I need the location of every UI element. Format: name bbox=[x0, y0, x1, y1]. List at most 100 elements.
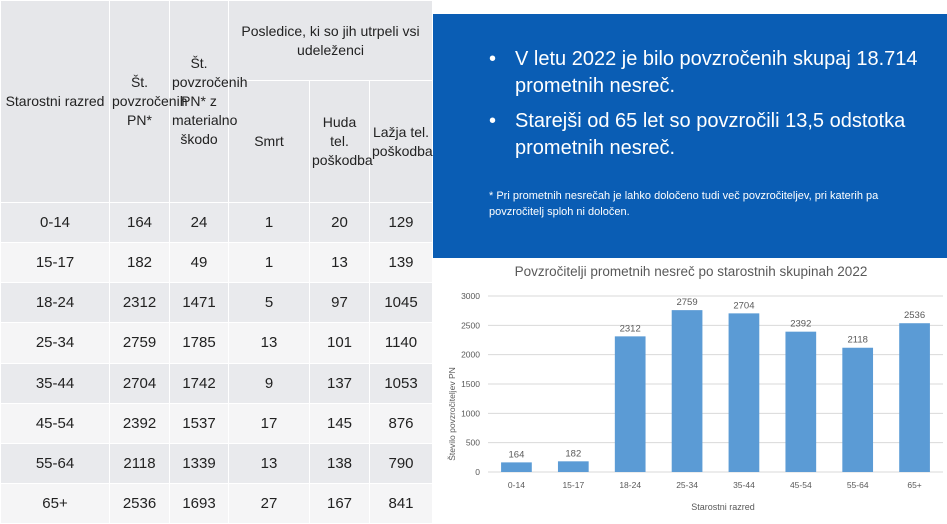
info-bullets: • V letu 2022 je bilo povzročenih skupaj … bbox=[489, 46, 929, 170]
cell-material: 1785 bbox=[169, 322, 229, 364]
bar-chart: Povzročitelji prometnih nesreč po staros… bbox=[447, 264, 943, 512]
chart-title: Povzročitelji prometnih nesreč po staros… bbox=[515, 264, 868, 279]
footnote: * Pri prometnih nesrečah je lahko določe… bbox=[489, 190, 879, 218]
y-tick-label: 500 bbox=[466, 438, 480, 448]
cell-material: 1693 bbox=[169, 482, 229, 524]
bar bbox=[728, 313, 760, 472]
cell-count: 2312 bbox=[109, 282, 170, 324]
y-tick-label: 1000 bbox=[461, 408, 480, 418]
cell-count: 2704 bbox=[109, 362, 170, 404]
cell-death: 17 bbox=[228, 402, 310, 444]
bar-value-label: 2392 bbox=[790, 319, 811, 330]
cell-minor: 876 bbox=[369, 402, 433, 444]
y-tick-label: 3000 bbox=[461, 291, 480, 301]
table-body: 0-14 164 24 1 20 129 15-17 182 49 1 13 139 18-24 2312… bbox=[0, 201, 433, 524]
x-tick-label: 25-34 bbox=[676, 480, 698, 490]
cell-count: 2392 bbox=[109, 402, 170, 444]
cell-material: 1339 bbox=[169, 442, 229, 484]
info-bullet: • V letu 2022 je bilo povzročenih skupaj … bbox=[489, 46, 929, 100]
cell-death: 1 bbox=[228, 201, 310, 244]
x-tick-label: 55-64 bbox=[847, 480, 869, 490]
y-tick-label: 2500 bbox=[461, 320, 480, 330]
x-tick-label: 18-24 bbox=[619, 480, 641, 490]
cell-serious: 97 bbox=[309, 282, 370, 324]
cell-age: 55-64 bbox=[0, 442, 110, 484]
cell-age: 65+ bbox=[0, 482, 110, 524]
bar bbox=[671, 310, 703, 472]
cell-age: 15-17 bbox=[0, 242, 110, 284]
bar bbox=[614, 336, 646, 472]
header-consequences: Posledice, ki so jih utrpeli vsi udeleže… bbox=[228, 0, 433, 81]
bar-value-label: 2312 bbox=[620, 323, 641, 334]
table-row: 18-24 2312 1471 5 97 1045 bbox=[0, 282, 433, 324]
bullet-dot: • bbox=[489, 48, 497, 70]
x-tick-label: 15-17 bbox=[562, 480, 584, 490]
bar-value-label: 164 bbox=[509, 449, 525, 460]
y-tick-label: 1500 bbox=[461, 379, 480, 389]
table-row: 25-34 2759 1785 13 101 1140 bbox=[0, 322, 433, 364]
bullet-dot: • bbox=[489, 110, 497, 132]
cell-serious: 145 bbox=[309, 402, 370, 444]
header-serious: Huda tel. poškodba bbox=[309, 80, 373, 203]
cell-serious: 137 bbox=[309, 362, 370, 404]
cell-minor: 1053 bbox=[369, 362, 433, 404]
cell-age: 25-34 bbox=[0, 322, 110, 364]
bullet-text: Starejši od 65 let so povzročili 13,5 od… bbox=[515, 110, 906, 159]
cell-minor: 841 bbox=[369, 482, 433, 524]
table-row: 45-54 2392 1537 17 145 876 bbox=[0, 402, 433, 444]
table-row: 0-14 164 24 1 20 129 bbox=[0, 201, 433, 244]
cell-material: 49 bbox=[169, 242, 229, 284]
bar bbox=[842, 347, 874, 472]
cell-age: 0-14 bbox=[0, 201, 110, 244]
cell-age: 35-44 bbox=[0, 362, 110, 404]
table-row: 65+ 2536 1693 27 167 841 bbox=[0, 482, 433, 524]
cell-serious: 167 bbox=[309, 482, 370, 524]
cell-death: 5 bbox=[228, 282, 310, 324]
cell-minor: 139 bbox=[369, 242, 433, 284]
cell-count: 2536 bbox=[109, 482, 170, 524]
x-tick-label: 65+ bbox=[907, 480, 921, 490]
cell-minor: 1140 bbox=[369, 322, 433, 364]
cell-serious: 101 bbox=[309, 322, 370, 364]
header-minor: Lažja tel. poškodba bbox=[369, 80, 433, 203]
cell-material: 1537 bbox=[169, 402, 229, 444]
cell-minor: 1045 bbox=[369, 282, 433, 324]
table-row: 15-17 182 49 1 13 139 bbox=[0, 242, 433, 284]
bar bbox=[501, 462, 532, 472]
x-axis-label: Starostni razred bbox=[691, 502, 755, 512]
cell-death: 13 bbox=[228, 442, 310, 484]
header-material: Št. povzročenih PN* z materialno škodo bbox=[169, 0, 248, 203]
cell-serious: 138 bbox=[309, 442, 370, 484]
cell-count: 182 bbox=[109, 242, 170, 284]
cell-count: 2759 bbox=[109, 322, 170, 364]
header-death: Smrt bbox=[228, 80, 310, 203]
bar-value-label: 2759 bbox=[676, 297, 697, 308]
y-axis-label: Število povzročiteljev PN bbox=[447, 367, 457, 461]
accidents-table: Starostni razred Št. povzročenih PN* Št.… bbox=[0, 0, 433, 524]
header-age: Starostni razred bbox=[0, 0, 110, 203]
x-tick-label: 0-14 bbox=[508, 480, 525, 490]
cell-age: 18-24 bbox=[0, 282, 110, 324]
y-tick-label: 2000 bbox=[461, 350, 480, 360]
x-tick-label: 35-44 bbox=[733, 480, 755, 490]
cell-minor: 790 bbox=[369, 442, 433, 484]
bar-value-label: 2536 bbox=[904, 310, 925, 321]
cell-material: 24 bbox=[169, 201, 229, 244]
y-tick-label: 0 bbox=[475, 467, 480, 477]
cell-minor: 129 bbox=[369, 201, 433, 244]
cell-death: 27 bbox=[228, 482, 310, 524]
info-bullet: • Starejši od 65 let so povzročili 13,5 o… bbox=[489, 108, 929, 162]
bar bbox=[557, 461, 589, 472]
bar bbox=[899, 323, 930, 472]
info-box: • V letu 2022 je bilo povzročenih skupaj … bbox=[433, 14, 947, 258]
cell-death: 9 bbox=[228, 362, 310, 404]
cell-material: 1471 bbox=[169, 282, 229, 324]
table-row: 55-64 2118 1339 13 138 790 bbox=[0, 442, 433, 484]
table-row: 35-44 2704 1742 9 137 1053 bbox=[0, 362, 433, 404]
cell-count: 164 bbox=[109, 201, 170, 244]
cell-material: 1742 bbox=[169, 362, 229, 404]
cell-serious: 20 bbox=[309, 201, 370, 244]
cell-death: 13 bbox=[228, 322, 310, 364]
chart-bars: 164 0-14 182 15-17 2312 18-24 2759 25-34 2704 35-… bbox=[501, 297, 930, 490]
bullet-text: V letu 2022 je bilo povzročenih skupaj 1… bbox=[515, 48, 918, 97]
